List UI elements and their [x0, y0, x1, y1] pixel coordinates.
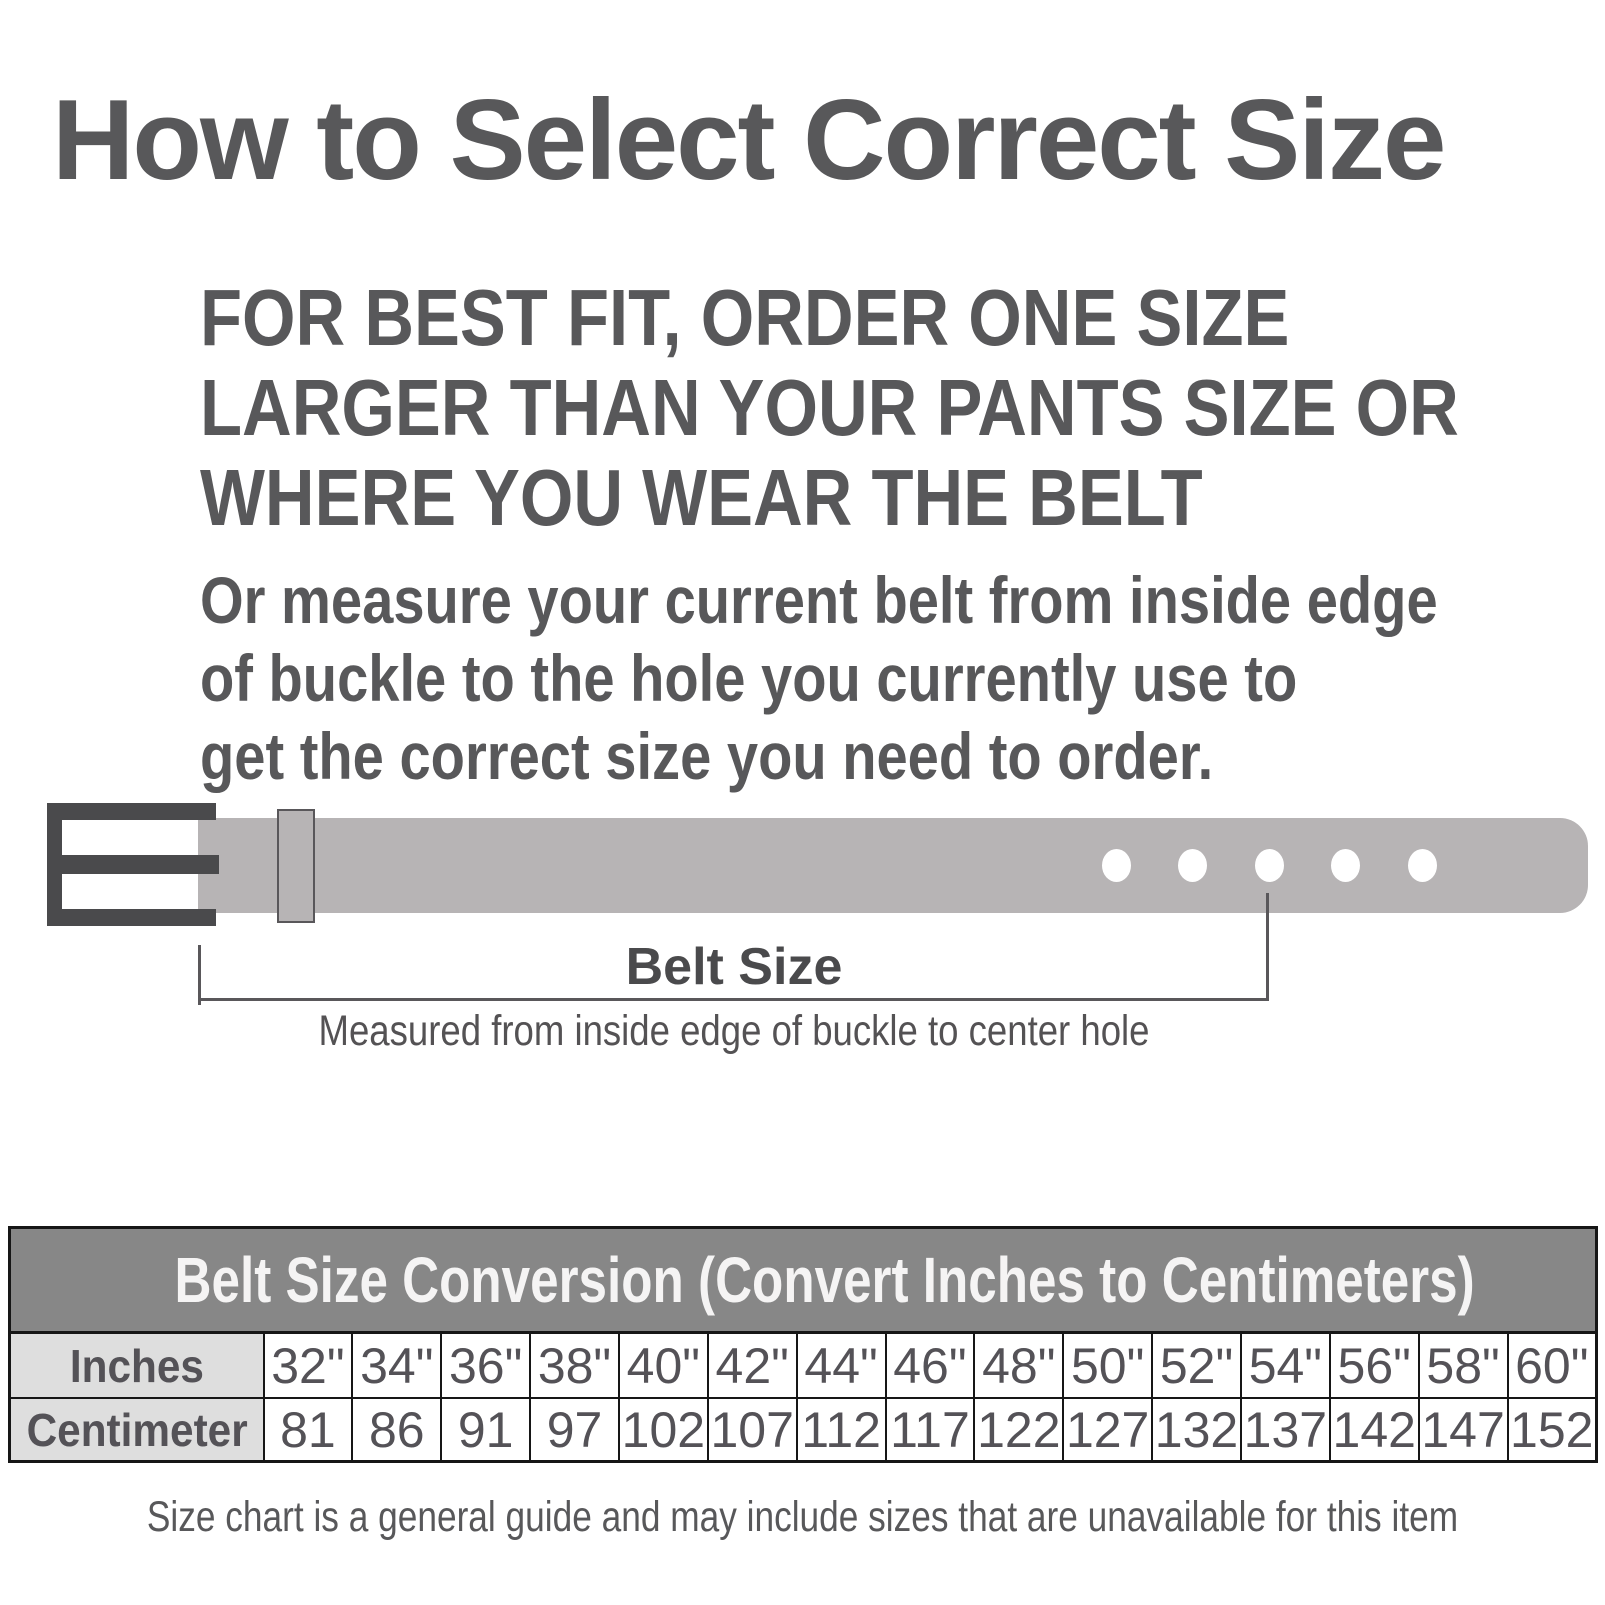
measure-line-right-tick: [1266, 893, 1269, 1001]
inches-cell: 34": [351, 1331, 443, 1399]
row-label-inches: Inches: [8, 1331, 265, 1399]
measure-instructions-line-2: of buckle to the hole you currently use …: [200, 641, 1298, 715]
table-header-row: Belt Size Conversion (Convert Inches to …: [8, 1226, 1598, 1334]
centimeter-cell: 97: [529, 1397, 620, 1463]
inches-row: Inches 32" 34" 36" 38" 40" 42" 44" 46" 4…: [8, 1331, 1598, 1399]
centimeter-cell: 91: [440, 1397, 532, 1463]
inches-cell: 60": [1506, 1331, 1598, 1399]
buckle-prong-icon: [47, 855, 219, 874]
centimeter-cell: 152: [1506, 1397, 1598, 1463]
inches-cell: 56": [1328, 1331, 1420, 1399]
fit-advice-line-1: FOR BEST FIT, ORDER ONE SIZE: [200, 273, 1290, 362]
measure-line: [199, 998, 1269, 1001]
inches-cell: 38": [529, 1331, 620, 1399]
belt-size-caption: Measured from inside edge of buckle to c…: [318, 1007, 1150, 1055]
inches-cell: 50": [1062, 1331, 1154, 1399]
row-label-centimeter: Centimeter: [8, 1397, 265, 1463]
inches-cell: 32": [262, 1331, 354, 1399]
centimeter-cell: 142: [1328, 1397, 1420, 1463]
centimeter-cell: 147: [1417, 1397, 1509, 1463]
centimeter-cell: 102: [617, 1397, 709, 1463]
measure-instructions-line-3: get the correct size you need to order.: [200, 719, 1214, 793]
belt-hole: [1408, 849, 1437, 882]
size-chart-footnote: Size chart is a general guide and may in…: [146, 1493, 1459, 1541]
centimeter-cell: 81: [262, 1397, 354, 1463]
measure-instructions: Or measure your current belt from inside…: [200, 561, 1438, 795]
buckle-bottom-bar-icon: [47, 909, 216, 926]
belt-loop: [277, 809, 315, 923]
inches-cell: 42": [706, 1331, 798, 1399]
page-title: How to Select Correct Size: [52, 77, 1446, 204]
centimeter-cell: 122: [973, 1397, 1065, 1463]
belt-size-label: Belt Size: [625, 938, 843, 996]
inches-cell: 46": [884, 1331, 976, 1399]
inches-cell: 58": [1417, 1331, 1509, 1399]
centimeter-cell: 127: [1062, 1397, 1154, 1463]
fit-advice: FOR BEST FIT, ORDER ONE SIZE LARGER THAN…: [200, 273, 1459, 543]
conversion-table: Belt Size Conversion (Convert Inches to …: [8, 1226, 1598, 1463]
buckle-top-bar-icon: [47, 803, 216, 820]
belt-strap: [198, 818, 1588, 913]
centimeter-cell: 86: [351, 1397, 443, 1463]
centimeter-cell: 107: [706, 1397, 798, 1463]
inches-cell: 54": [1239, 1331, 1331, 1399]
inches-cell: 40": [617, 1331, 709, 1399]
belt-hole: [1331, 849, 1360, 882]
fit-advice-line-3: WHERE YOU WEAR THE BELT: [200, 453, 1203, 542]
inches-cell: 48": [973, 1331, 1065, 1399]
centimeter-cell: 137: [1239, 1397, 1331, 1463]
centimeter-cell: 132: [1151, 1397, 1242, 1463]
inches-cell: 52": [1151, 1331, 1242, 1399]
centimeter-cell: 117: [884, 1397, 976, 1463]
inches-cell: 44": [795, 1331, 887, 1399]
belt-hole: [1102, 849, 1131, 882]
centimeters-row: Centimeter 81 86 91 97 102 107 112 117 1…: [8, 1397, 1598, 1463]
fit-advice-line-2: LARGER THAN YOUR PANTS SIZE OR: [200, 363, 1459, 452]
inches-cell: 36": [440, 1331, 532, 1399]
centimeter-cell: 112: [795, 1397, 887, 1463]
belt-hole: [1178, 849, 1207, 882]
measure-instructions-line-1: Or measure your current belt from inside…: [200, 563, 1438, 637]
belt-hole-center: [1255, 849, 1284, 882]
table-title: Belt Size Conversion (Convert Inches to …: [174, 1244, 1475, 1316]
table-title-cell: Belt Size Conversion (Convert Inches to …: [8, 1226, 1598, 1334]
measure-line-left-tick: [198, 945, 201, 1005]
